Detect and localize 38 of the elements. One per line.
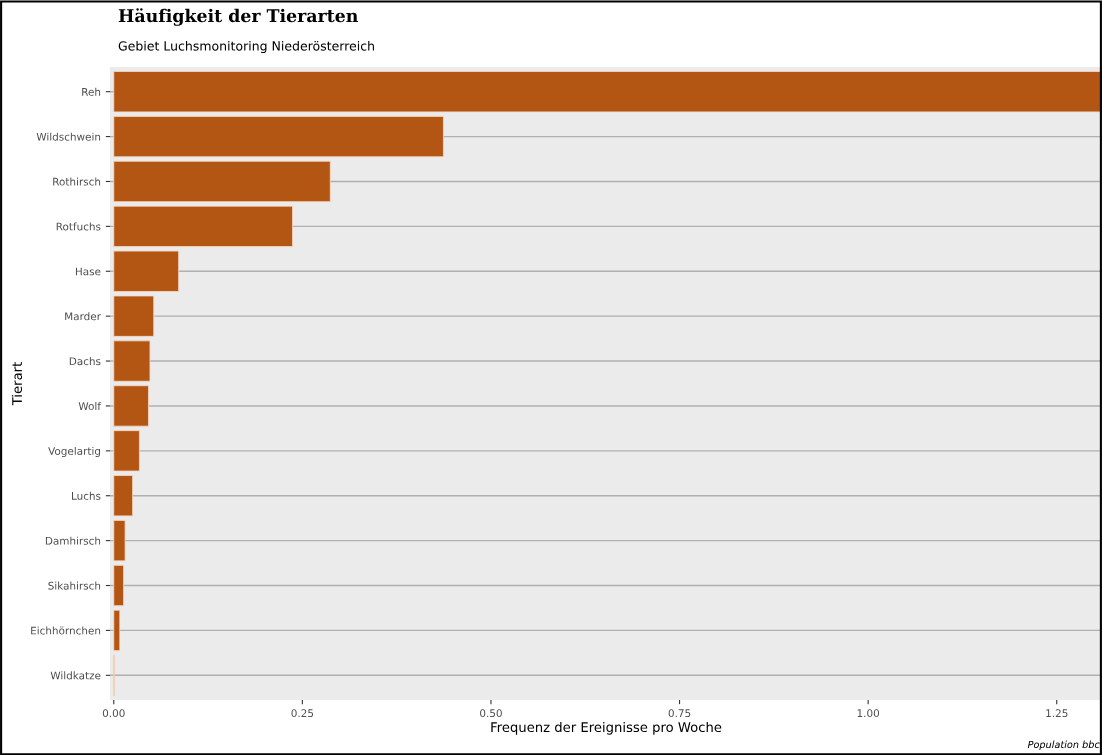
y-tick-label: Dachs	[69, 357, 101, 366]
y-tick-label: Sikahirsch	[48, 581, 101, 590]
bar	[113, 385, 149, 427]
y-tick-label: Rotfuchs	[56, 222, 101, 231]
y-tick-label: Vogelartig	[48, 446, 101, 457]
x-tick-label: 1.00	[857, 709, 880, 718]
bar	[113, 71, 1102, 113]
x-tick-label: 0.50	[480, 709, 502, 718]
bar	[113, 115, 444, 158]
y-tick-label: Hase	[75, 267, 101, 276]
x-tick-label: 1.25	[1046, 709, 1068, 718]
y-axis-title: Tierart	[11, 362, 23, 406]
y-tick-label: Marder	[65, 312, 101, 321]
y-tick-label: Damhirsch	[45, 536, 101, 545]
y-tick-label: Rothirsch	[53, 177, 101, 186]
y-tick-label: Eichhörnchen	[31, 626, 101, 635]
bar	[113, 609, 121, 652]
bar	[113, 520, 126, 562]
y-tick-label: Wildkatze	[50, 671, 101, 680]
x-tick-label: 0.25	[291, 709, 314, 718]
bar	[113, 295, 155, 337]
chart-title: Häufigkeit der Tierarten	[118, 8, 358, 26]
y-tick-label: Luchs	[72, 491, 101, 500]
chart-subtitle: Gebiet Luchsmonitoring Niederösterreich	[118, 40, 374, 54]
text: Population bbc	[1027, 740, 1100, 750]
y-tick-label: Reh	[82, 87, 101, 96]
bar	[113, 340, 151, 382]
bar	[113, 475, 134, 517]
bar	[113, 250, 180, 292]
bar	[113, 430, 140, 472]
y-tick-label: Wolf	[78, 401, 102, 411]
x-axis-title: Frequenz der Ereignisse pro Woche	[491, 721, 722, 735]
bar	[113, 160, 331, 203]
bar	[113, 564, 124, 607]
y-tick-label: Wildschwein	[36, 132, 101, 141]
x-tick-label: 0.00	[102, 709, 125, 718]
bar	[113, 205, 293, 247]
x-tick-label: 0.75	[668, 709, 691, 718]
